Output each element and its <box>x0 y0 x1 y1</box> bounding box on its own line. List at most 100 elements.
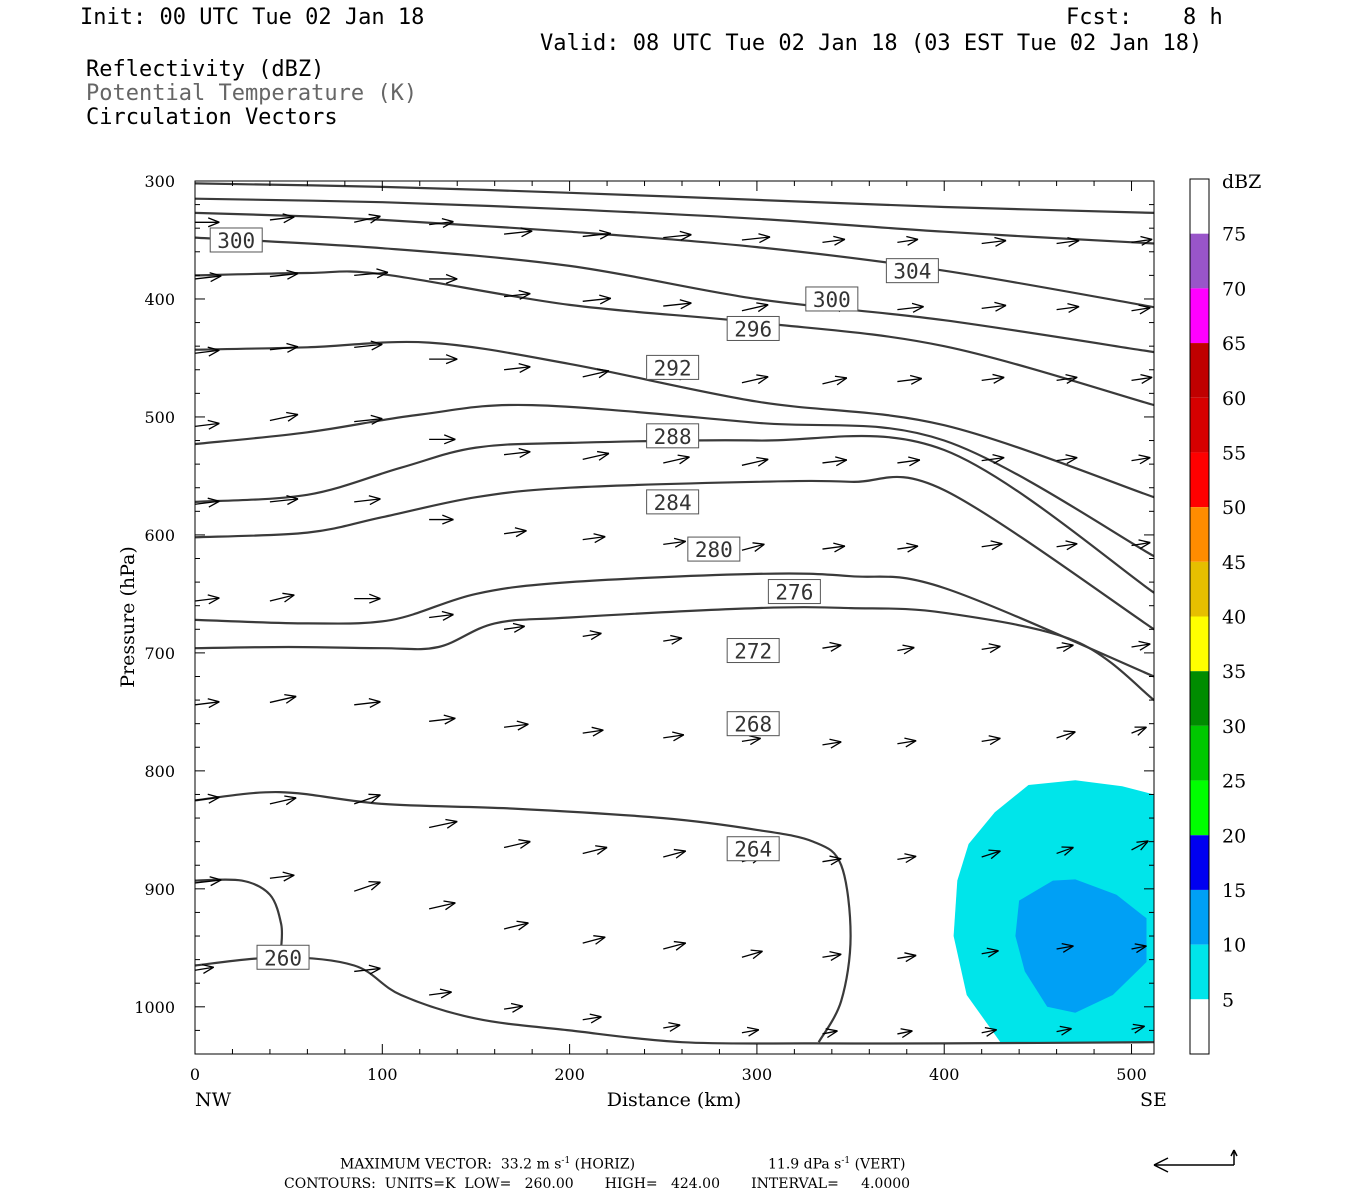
colorbar-segment <box>1190 999 1209 1054</box>
circulation-vector <box>195 497 220 508</box>
contour-label-box <box>805 286 859 312</box>
circulation-vector <box>195 272 222 283</box>
contour-label-box <box>209 227 263 253</box>
circulation-vector <box>582 845 608 855</box>
circulation-vector <box>897 374 923 385</box>
circulation-vector <box>1056 236 1080 247</box>
circulation-vector <box>428 818 458 829</box>
circulation-vector <box>582 630 602 641</box>
circulation-vector <box>1056 942 1074 953</box>
y-tick-label: 900 <box>144 880 175 899</box>
theta-contour-304-0 <box>195 182 1154 214</box>
circulation-vector <box>429 514 454 525</box>
y-tick-label: 800 <box>144 762 175 781</box>
circulation-vector <box>269 411 299 422</box>
circulation-vector <box>897 235 919 246</box>
theta-contour-296-3 <box>195 236 1154 354</box>
circulation-vector <box>741 302 769 313</box>
circulation-vector <box>981 236 1007 247</box>
circulation-vector <box>897 737 917 748</box>
colorbar-label: 65 <box>1222 333 1246 355</box>
contour-label-box <box>256 944 310 970</box>
theta-contour-260-12 <box>195 956 1154 1045</box>
contour-label-264: 264 <box>734 838 772 862</box>
circulation-vector <box>582 294 612 305</box>
circulation-vector <box>354 964 381 975</box>
y-tick-label: 300 <box>144 172 175 191</box>
contour-label-268: 268 <box>734 713 772 737</box>
theta-contour-284-6 <box>195 403 1154 558</box>
contour-info-text: CONTOURS: UNITS=K LOW= 260.00 HIGH= 424.… <box>284 1176 911 1192</box>
circulation-vector <box>195 963 215 974</box>
colorbar-label: 40 <box>1222 607 1246 629</box>
colorbar-label: 60 <box>1222 388 1246 410</box>
circulation-vector <box>741 374 769 385</box>
circulation-vector <box>582 533 606 544</box>
circulation-vector <box>429 714 456 725</box>
theta-contour-280-7 <box>195 434 1154 594</box>
circulation-vector <box>195 217 220 228</box>
max-vector-text: MAXIMUM VECTOR: 33.2 m s-1 (HORIZ) <box>340 1156 636 1173</box>
circulation-vector <box>195 346 220 357</box>
circulation-vector <box>1131 454 1151 465</box>
circulation-vector <box>354 213 381 224</box>
colorbar-segment <box>1190 889 1209 945</box>
colorbar-label: 75 <box>1222 224 1246 246</box>
forecast-label: Fcst: <box>1066 5 1133 30</box>
circulation-vector <box>269 269 299 280</box>
circulation-vector <box>354 495 381 506</box>
contour-label-box <box>646 354 700 380</box>
circulation-vector <box>1131 640 1151 651</box>
colorbar-segment <box>1190 452 1209 508</box>
circulation-vector <box>822 855 842 866</box>
circulation-vector <box>503 1002 524 1013</box>
circulation-vector <box>741 735 761 746</box>
x-end-label-se: SE <box>1140 1089 1167 1111</box>
circulation-vector <box>1131 943 1147 954</box>
circulation-vector <box>1131 373 1153 384</box>
circulation-vector <box>1056 454 1078 465</box>
circulation-vector <box>354 698 381 709</box>
circulation-vector <box>1131 304 1151 315</box>
circulation-vector <box>269 693 297 704</box>
circulation-vector <box>195 876 222 887</box>
reflectivity-fill-layer <box>953 780 1154 1043</box>
circulation-vector <box>897 853 917 864</box>
contour-label-box <box>726 711 780 737</box>
colorbar-segment <box>1190 561 1209 617</box>
circulation-vector <box>1131 840 1149 851</box>
axes-layer: 0 100 200 300 400 500 300 400 500 600 700 800 900 100… <box>134 172 1154 1084</box>
circulation-vector <box>663 634 683 645</box>
circulation-vector <box>663 940 687 951</box>
circulation-vector <box>897 644 915 655</box>
contour-label-box <box>726 315 780 341</box>
theta-contour-264-11 <box>195 790 852 1043</box>
circulation-vector <box>663 1021 681 1032</box>
circulation-vector <box>741 456 769 467</box>
circulation-vector <box>981 454 1005 465</box>
contour-label-276: 276 <box>775 581 813 605</box>
theta-contour-272-9 <box>195 572 1154 678</box>
circulation-vector <box>1131 539 1151 550</box>
colorbar-segment <box>1190 343 1209 398</box>
contour-label-296: 296 <box>734 317 772 341</box>
contour-label-box <box>885 258 939 284</box>
circulation-vector <box>269 795 297 806</box>
colorbar-label: 70 <box>1222 278 1246 300</box>
contour-label-292: 292 <box>654 356 692 380</box>
colorbar-segment <box>1190 835 1209 890</box>
colorbar-label: 50 <box>1222 497 1246 519</box>
circulation-vector <box>897 542 919 553</box>
circulation-vector <box>981 540 1003 551</box>
contour-label-box <box>726 836 780 862</box>
colorbar-label: 20 <box>1222 825 1246 847</box>
theta-contour-unlabeled-13 <box>195 878 284 948</box>
x-end-label-nw: NW <box>195 1089 232 1111</box>
field-reflectivity: Reflectivity (dBZ) <box>86 57 325 82</box>
reflectivity-region-10dbz <box>1015 879 1147 1013</box>
circulation-vector <box>897 302 924 313</box>
circulation-vector <box>981 849 1001 860</box>
contour-label-300: 300 <box>813 288 851 312</box>
